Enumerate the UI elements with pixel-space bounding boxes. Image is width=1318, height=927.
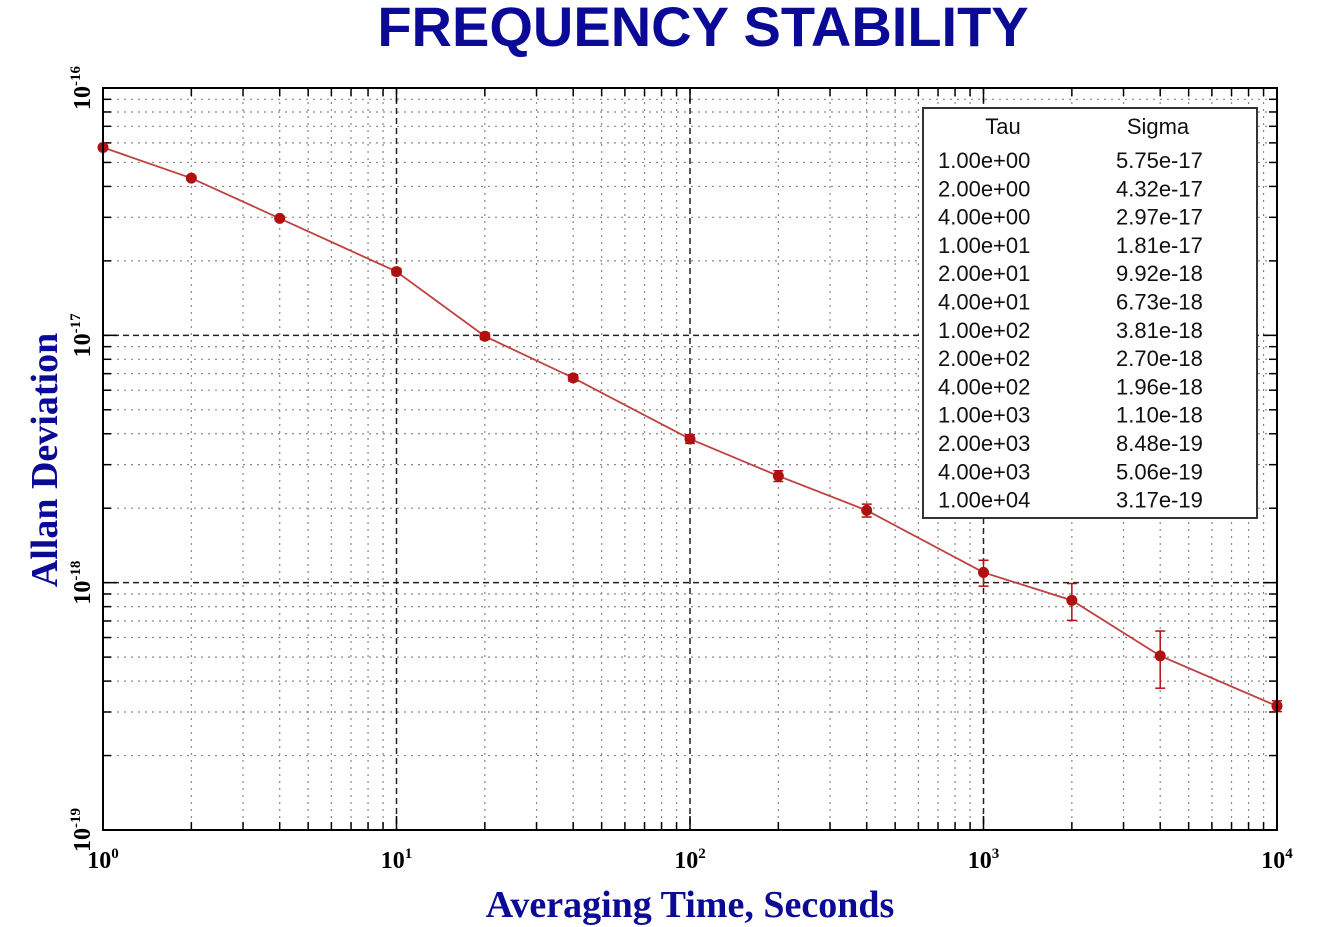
legend-tau-value: 2.00e+02 (938, 346, 1030, 371)
legend-tau-value: 1.00e+04 (938, 488, 1030, 513)
legend-tau-value: 2.00e+03 (938, 431, 1030, 456)
x-tick-label: 102 (674, 846, 706, 874)
legend-tau-value: 2.00e+00 (938, 176, 1030, 201)
legend-tau-value: 1.00e+00 (938, 148, 1030, 173)
x-tick-labels: 100 101 102 103 104 (87, 846, 1293, 874)
legend-sigma-value: 2.97e-17 (1116, 205, 1203, 230)
data-point (567, 372, 579, 384)
data-point (772, 470, 784, 482)
data-point (274, 212, 286, 224)
legend-sigma-value: 5.06e-19 (1116, 459, 1203, 484)
legend-sigma-value: 6.73e-18 (1116, 290, 1203, 315)
legend-tau-value: 2.00e+01 (938, 261, 1030, 286)
y-tick-label: 10-18 (68, 561, 96, 605)
legend-sigma-value: 3.81e-18 (1116, 318, 1203, 343)
x-tick-label: 104 (1261, 846, 1293, 874)
chart-title: FREQUENCY STABILITY (377, 0, 1028, 58)
legend-tau-value: 4.00e+03 (938, 459, 1030, 484)
plot-frame (102, 87, 1278, 831)
data-point (684, 433, 696, 445)
legend-tau-value: 1.00e+01 (938, 233, 1030, 258)
y-axis-title: Allan Deviation (24, 333, 66, 587)
legend-sigma-value: 1.10e-18 (1116, 403, 1203, 428)
y-tick-labels: 10-16 10-17 10-18 10-19 (68, 66, 96, 852)
legend-sigma-value: 2.70e-18 (1116, 346, 1203, 371)
legend: Tau Sigma 1.00e+00 5.75e-17 2.00e+00 4.32e-17… (922, 107, 1258, 519)
legend-tau-value: 4.00e+01 (938, 290, 1030, 315)
data-point (1066, 594, 1078, 606)
data-point (1154, 650, 1166, 662)
data-point (185, 172, 197, 184)
legend-sigma-value: 5.75e-17 (1116, 148, 1203, 173)
data-point (479, 330, 491, 342)
x-tick-label: 100 (87, 846, 119, 874)
legend-sigma-value: 1.81e-17 (1116, 233, 1203, 258)
x-axis-title: Averaging Time, Seconds (486, 884, 895, 926)
legend-sigma-value: 3.17e-19 (1116, 488, 1203, 513)
legend-header-sigma: Sigma (1127, 114, 1190, 139)
legend-tau-value: 4.00e+00 (938, 205, 1030, 230)
legend-tau-value: 4.00e+02 (938, 374, 1030, 399)
y-tick-label: 10-16 (68, 66, 96, 110)
legend-tau-value: 1.00e+03 (938, 403, 1030, 428)
legend-sigma-value: 4.32e-17 (1116, 176, 1203, 201)
legend-sigma-value: 1.96e-18 (1116, 374, 1203, 399)
legend-sigma-value: 8.48e-19 (1116, 431, 1203, 456)
data-point (861, 504, 873, 516)
x-tick-label: 103 (968, 846, 1000, 874)
legend-tau-value: 1.00e+02 (938, 318, 1030, 343)
legend-header-tau: Tau (985, 114, 1020, 139)
data-point (978, 566, 989, 578)
legend-box (922, 107, 1258, 519)
legend-sigma-value: 9.92e-18 (1116, 261, 1203, 286)
y-tick-label: 10-19 (68, 808, 96, 852)
data-point (391, 266, 402, 278)
y-tick-label: 10-17 (68, 313, 96, 357)
x-tick-label: 101 (381, 846, 413, 874)
